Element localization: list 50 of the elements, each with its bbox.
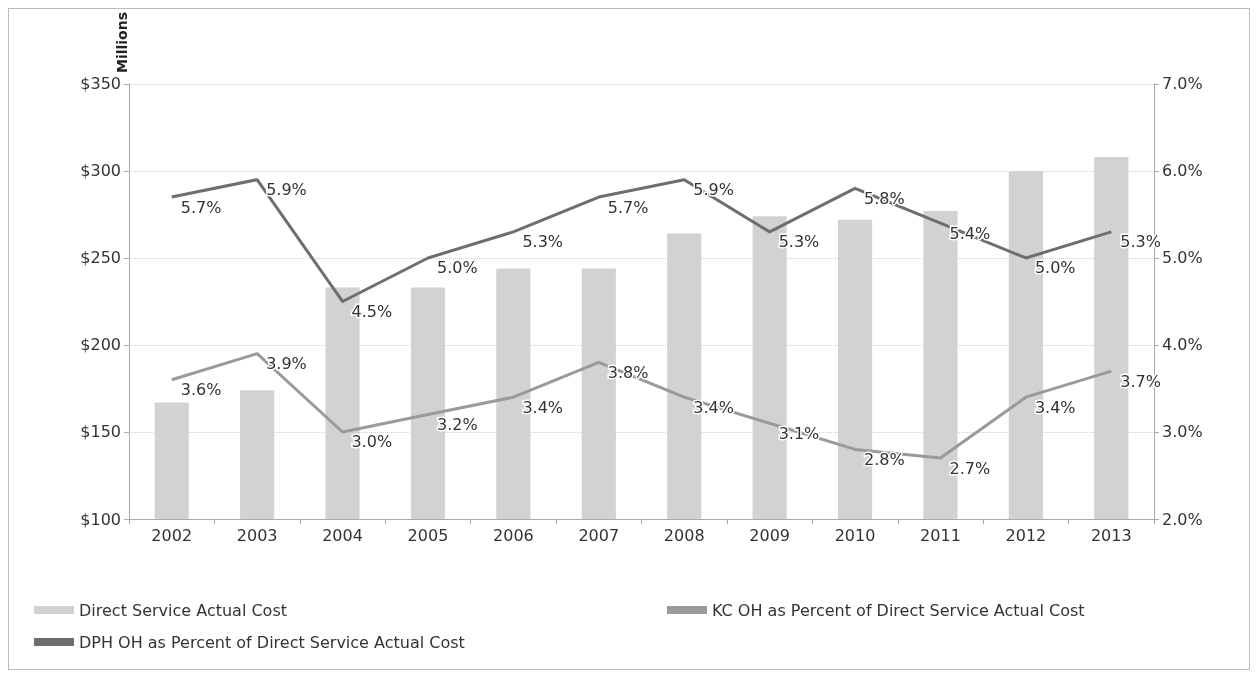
data-label: 4.5% [351,301,393,321]
data-label: 3.0% [351,432,393,452]
y2-tick-label: 4.0% [1162,335,1203,355]
data-label: 5.9% [266,180,307,200]
x-tick-label: 2013 [1090,525,1132,545]
y-axis-title: Millions [114,12,130,74]
data-label: 3.9% [266,354,307,374]
x-tick-label: 2011 [920,525,961,545]
y-tick-label: $150 [80,422,121,442]
x-tick-label: 2012 [1005,525,1047,545]
y2-tick-label: 3.0% [1162,422,1203,442]
legend-label: KC OH as Percent of Direct Service Actual Cost [711,600,1085,620]
x-tick-label: 2007 [578,525,620,545]
data-label: 5.3% [522,232,564,252]
x-tick-label: 2006 [493,525,534,545]
legend-label: Direct Service Actual Cost [79,600,287,620]
x-tick-label: 2005 [407,525,449,545]
x-tick-label: 2008 [663,525,705,545]
x-tick-label: 2003 [236,525,278,545]
y-tick-label: $250 [80,248,121,268]
data-label: 3.1% [778,423,820,443]
data-label: 3.8% [607,362,649,382]
data-label: 5.0% [1034,258,1076,278]
y2-tick-label: 5.0% [1162,248,1203,268]
line-series [170,178,1113,303]
data-label: 5.7% [180,197,222,217]
data-label: 5.3% [1120,232,1161,252]
data-label: 3.4% [522,397,564,417]
data-label: 3.2% [436,415,478,435]
y2-tick-label: 2.0% [1162,509,1203,529]
y-tick-label: $350 [80,74,121,94]
y-tick-label: $100 [80,509,121,529]
x-tick-label: 2009 [749,525,790,545]
data-label: 5.0% [436,258,478,278]
data-label: 2.8% [864,449,905,469]
data-label: 2.7% [949,458,991,478]
data-label: 3.6% [180,380,222,400]
data-label: 5.3% [778,232,820,252]
x-tick-label: 2002 [151,525,193,545]
data-label: 3.4% [693,397,734,417]
data-label: 3.4% [1034,397,1076,417]
x-tick-label: 2010 [834,525,876,545]
x-tick-label: 2004 [322,525,363,545]
legend-label: DPH OH as Percent of Direct Service Actual Cost [79,632,465,652]
y2-tick-label: 7.0% [1162,74,1203,94]
y2-tick-label: 6.0% [1162,161,1203,181]
y-tick-label: $200 [80,335,121,355]
data-label: 5.7% [607,197,649,217]
data-label: 3.7% [1120,371,1161,391]
y-tick-label: $300 [80,161,121,181]
